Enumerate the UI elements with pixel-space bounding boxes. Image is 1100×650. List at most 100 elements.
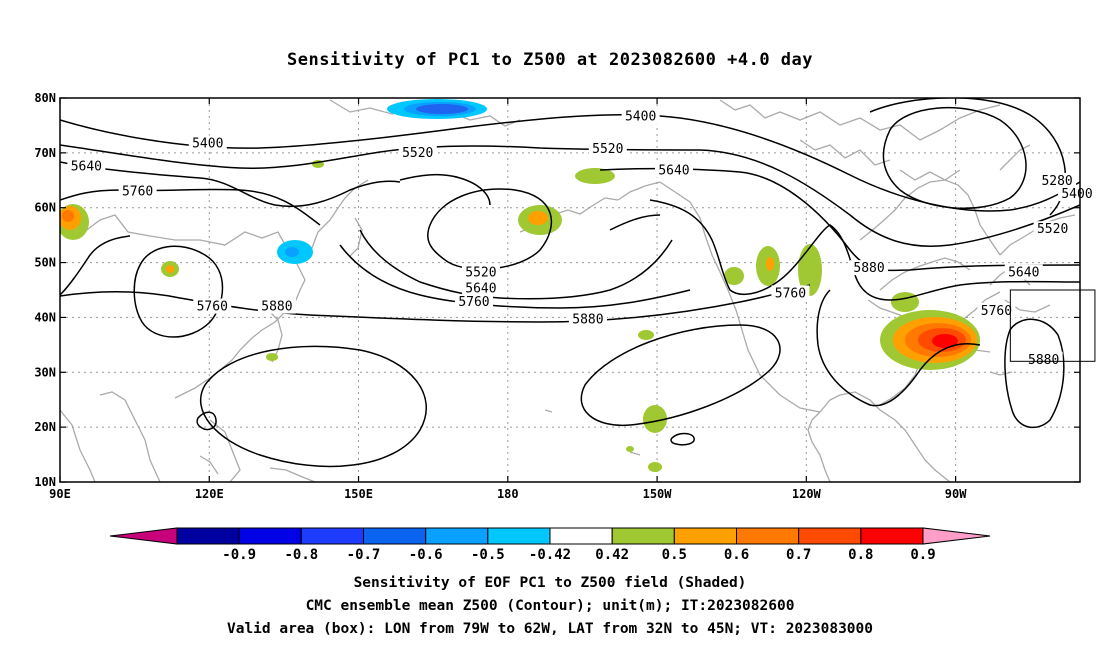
svg-text:5880: 5880 [1028, 353, 1059, 368]
colorbar-box [736, 527, 800, 545]
contour-label-5400: 5400 [621, 108, 660, 125]
y-tick-label: 50N [34, 256, 56, 270]
contour-5880-ridge [199, 345, 427, 468]
plot-title: Sensitivity of PC1 to Z500 at 2023082600… [286, 50, 813, 70]
svg-text:5760: 5760 [775, 286, 806, 301]
green-patch-rockies [756, 246, 780, 286]
colorbar-box [860, 527, 924, 545]
colorbar-box [176, 527, 240, 545]
svg-text:5640: 5640 [71, 160, 102, 175]
colorbar-box [425, 527, 489, 545]
green-patch-bering-sea [518, 205, 562, 235]
colorbar-under-triangle [109, 527, 178, 545]
svg-text:5640: 5640 [465, 281, 496, 296]
svg-text:5400: 5400 [192, 137, 223, 152]
colorbar-box [673, 527, 737, 545]
svg-text:5760: 5760 [458, 295, 489, 310]
x-tick-label: 120E [195, 487, 224, 501]
x-tick-label: 90W [945, 487, 967, 501]
contour-subtropical-high-atl [1004, 318, 1065, 429]
colorbar: -0.9 -0.8 -0.7 -0.6 -0.5 -0.42 0.42 0.5 0.6 0.7 0.… [109, 527, 991, 563]
colorbar-over-triangle [922, 527, 991, 545]
contour-label-5760: 5760 [977, 302, 1016, 319]
contour-label-5760: 5760 [771, 285, 810, 301]
colorbar-box [238, 527, 302, 545]
y-tick-label: 70N [34, 146, 56, 160]
colorbar-label: -0.5 [471, 547, 505, 563]
green-patch-east-china-sea [266, 353, 278, 361]
colorbar-box [798, 527, 862, 545]
contour-5760-closed-china [133, 245, 224, 338]
svg-text:5400: 5400 [625, 110, 656, 125]
contour-2 [60, 235, 131, 296]
sensitivity-shading [60, 99, 980, 472]
colorbar-label: -0.9 [222, 547, 256, 563]
colorbar-label: 0.8 [848, 547, 873, 563]
contour-label-5520: 5520 [398, 144, 437, 161]
contour-label-5760: 5760 [454, 294, 493, 310]
green-patch-pacific-nw [724, 267, 744, 285]
contour-5400-1 [60, 113, 1080, 212]
contour-label-5760: 5760 [118, 183, 157, 199]
contour-label-5640: 5640 [461, 280, 500, 296]
green-patch-plains [798, 244, 822, 296]
contour-5 [609, 214, 661, 231]
contour-5880-pacific [580, 324, 781, 427]
caption-line-1: Sensitivity of EOF PC1 to Z500 field (Sh… [353, 575, 747, 591]
contour-label-5880: 5880 [257, 298, 296, 315]
contour-label-5640: 5640 [67, 158, 106, 175]
svg-text:5640: 5640 [658, 164, 689, 179]
svg-text:5400: 5400 [1061, 187, 1092, 202]
svg-text:5760: 5760 [981, 304, 1012, 319]
coastlines [60, 99, 1076, 482]
svg-text:5640: 5640 [1008, 266, 1039, 281]
svg-text:5880: 5880 [261, 300, 292, 315]
contour-label-5400: 5400 [1058, 186, 1097, 202]
contour-5880-2 [816, 289, 981, 407]
svg-text:5520: 5520 [1037, 222, 1068, 237]
colorbar-label: -0.42 [529, 547, 571, 563]
svg-text:5280: 5280 [1041, 174, 1072, 189]
green-patch-tropical-2 [626, 446, 634, 452]
contour-label-5640: 5640 [654, 162, 693, 179]
blue-patch-bering [387, 99, 487, 119]
svg-text:5520: 5520 [465, 266, 496, 281]
y-tick-label: 80N [34, 91, 56, 105]
caption-line-3: Valid area (box): LON from 79W to 62W, L… [226, 621, 873, 637]
contour-small-20n-2 [670, 432, 695, 446]
colorbar-label: -0.6 [409, 547, 443, 563]
contour-label-5520: 5520 [461, 264, 500, 281]
green-patch-hawaii [643, 405, 667, 433]
contour-4 [339, 244, 691, 309]
svg-text:5760: 5760 [197, 300, 228, 315]
green-patch-alaska [575, 168, 615, 184]
svg-text:5880: 5880 [572, 313, 603, 328]
svg-text:5880: 5880 [853, 261, 884, 276]
y-tick-label: 60N [34, 201, 56, 215]
colorbar-box [549, 527, 613, 545]
green-patch-tropical-1 [648, 462, 662, 472]
caption-line-2: CMC ensemble mean Z500 (Contour); unit(m… [305, 598, 795, 614]
plot-frame [59, 97, 1081, 483]
contour-5880-1 [60, 284, 811, 323]
axis-ticks: 90E 120E 150E 180 150W 120W 90W 80N 70N 60N 50N 40N… [34, 91, 1080, 501]
x-tick-label: 180 [497, 487, 519, 501]
y-tick-label: 30N [34, 365, 56, 379]
contour-inner-5520 [399, 173, 491, 206]
contour-3 [359, 229, 673, 300]
contour-label-5280: 5280 [1038, 172, 1077, 189]
x-tick-label: 90E [49, 487, 71, 501]
x-tick-label: 150W [643, 487, 673, 501]
contour-label-5880: 5880 [1024, 351, 1063, 368]
contour-5640-2 [599, 167, 1080, 272]
svg-text:5520: 5520 [402, 146, 433, 161]
colorbar-box [363, 527, 427, 545]
contour-label-5640: 5640 [1004, 264, 1043, 281]
blue-patch-japan-sea [277, 240, 313, 264]
contour-5280-closed [882, 106, 1027, 210]
contour-small-20n-1 [196, 411, 217, 431]
colorbar-label: 0.6 [724, 547, 749, 563]
svg-text:5760: 5760 [122, 184, 153, 199]
colorbar-label: 0.9 [910, 547, 935, 563]
